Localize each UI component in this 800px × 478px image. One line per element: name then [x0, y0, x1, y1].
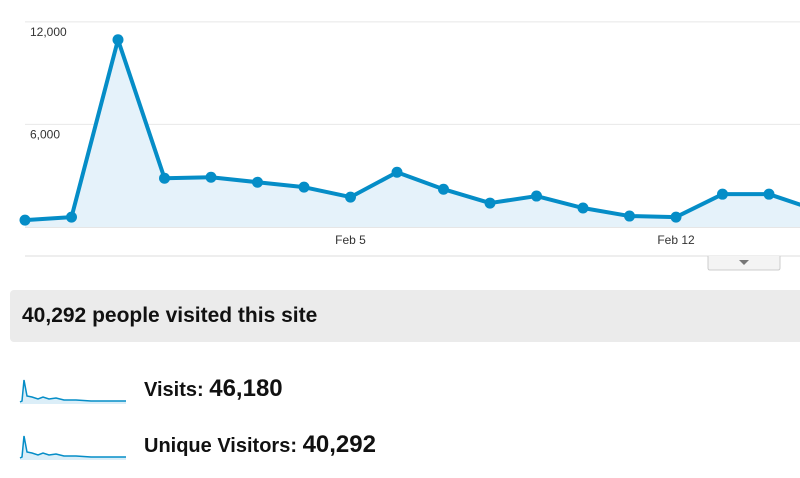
metric-value: 46,180: [209, 375, 283, 402]
metric-name: Unique Visitors:: [144, 435, 297, 457]
point: [298, 181, 310, 193]
point: [484, 197, 496, 209]
point: [19, 214, 31, 226]
point: [159, 172, 170, 184]
metric-value: 40,292: [302, 431, 376, 458]
metric-row: Visits: 46,180: [16, 368, 516, 408]
x-tick-label: Feb 5: [335, 233, 366, 247]
point: [112, 34, 124, 46]
point: [66, 211, 77, 223]
headline: 40,292 people visited this site: [10, 290, 800, 342]
point: [577, 202, 589, 214]
point: [345, 191, 356, 203]
point: [252, 176, 263, 188]
point: [670, 211, 682, 223]
visits-chart: 6,000 12,000 Feb 5 Feb 12: [19, 21, 800, 271]
y-tick-label: 12,000: [30, 25, 67, 39]
point: [391, 166, 403, 178]
x-tick-label: Feb 12: [657, 233, 695, 247]
point: [438, 183, 449, 195]
point: [717, 188, 728, 200]
metric-label: Visits: 46,180: [144, 375, 283, 403]
point: [763, 188, 775, 200]
sparkline: [19, 379, 126, 404]
metric-name: Visits:: [144, 379, 204, 401]
point: [205, 171, 217, 183]
point: [624, 210, 635, 222]
y-tick-label: 6,000: [30, 128, 60, 142]
metric-row: Unique Visitors: 40,292: [16, 424, 516, 464]
expand-arrow[interactable]: [739, 260, 749, 265]
sparkline: [19, 435, 126, 460]
area: [25, 39, 800, 227]
line: [24, 37, 800, 223]
point: [531, 190, 542, 202]
metric-label: Unique Visitors: 40,292: [144, 431, 376, 459]
